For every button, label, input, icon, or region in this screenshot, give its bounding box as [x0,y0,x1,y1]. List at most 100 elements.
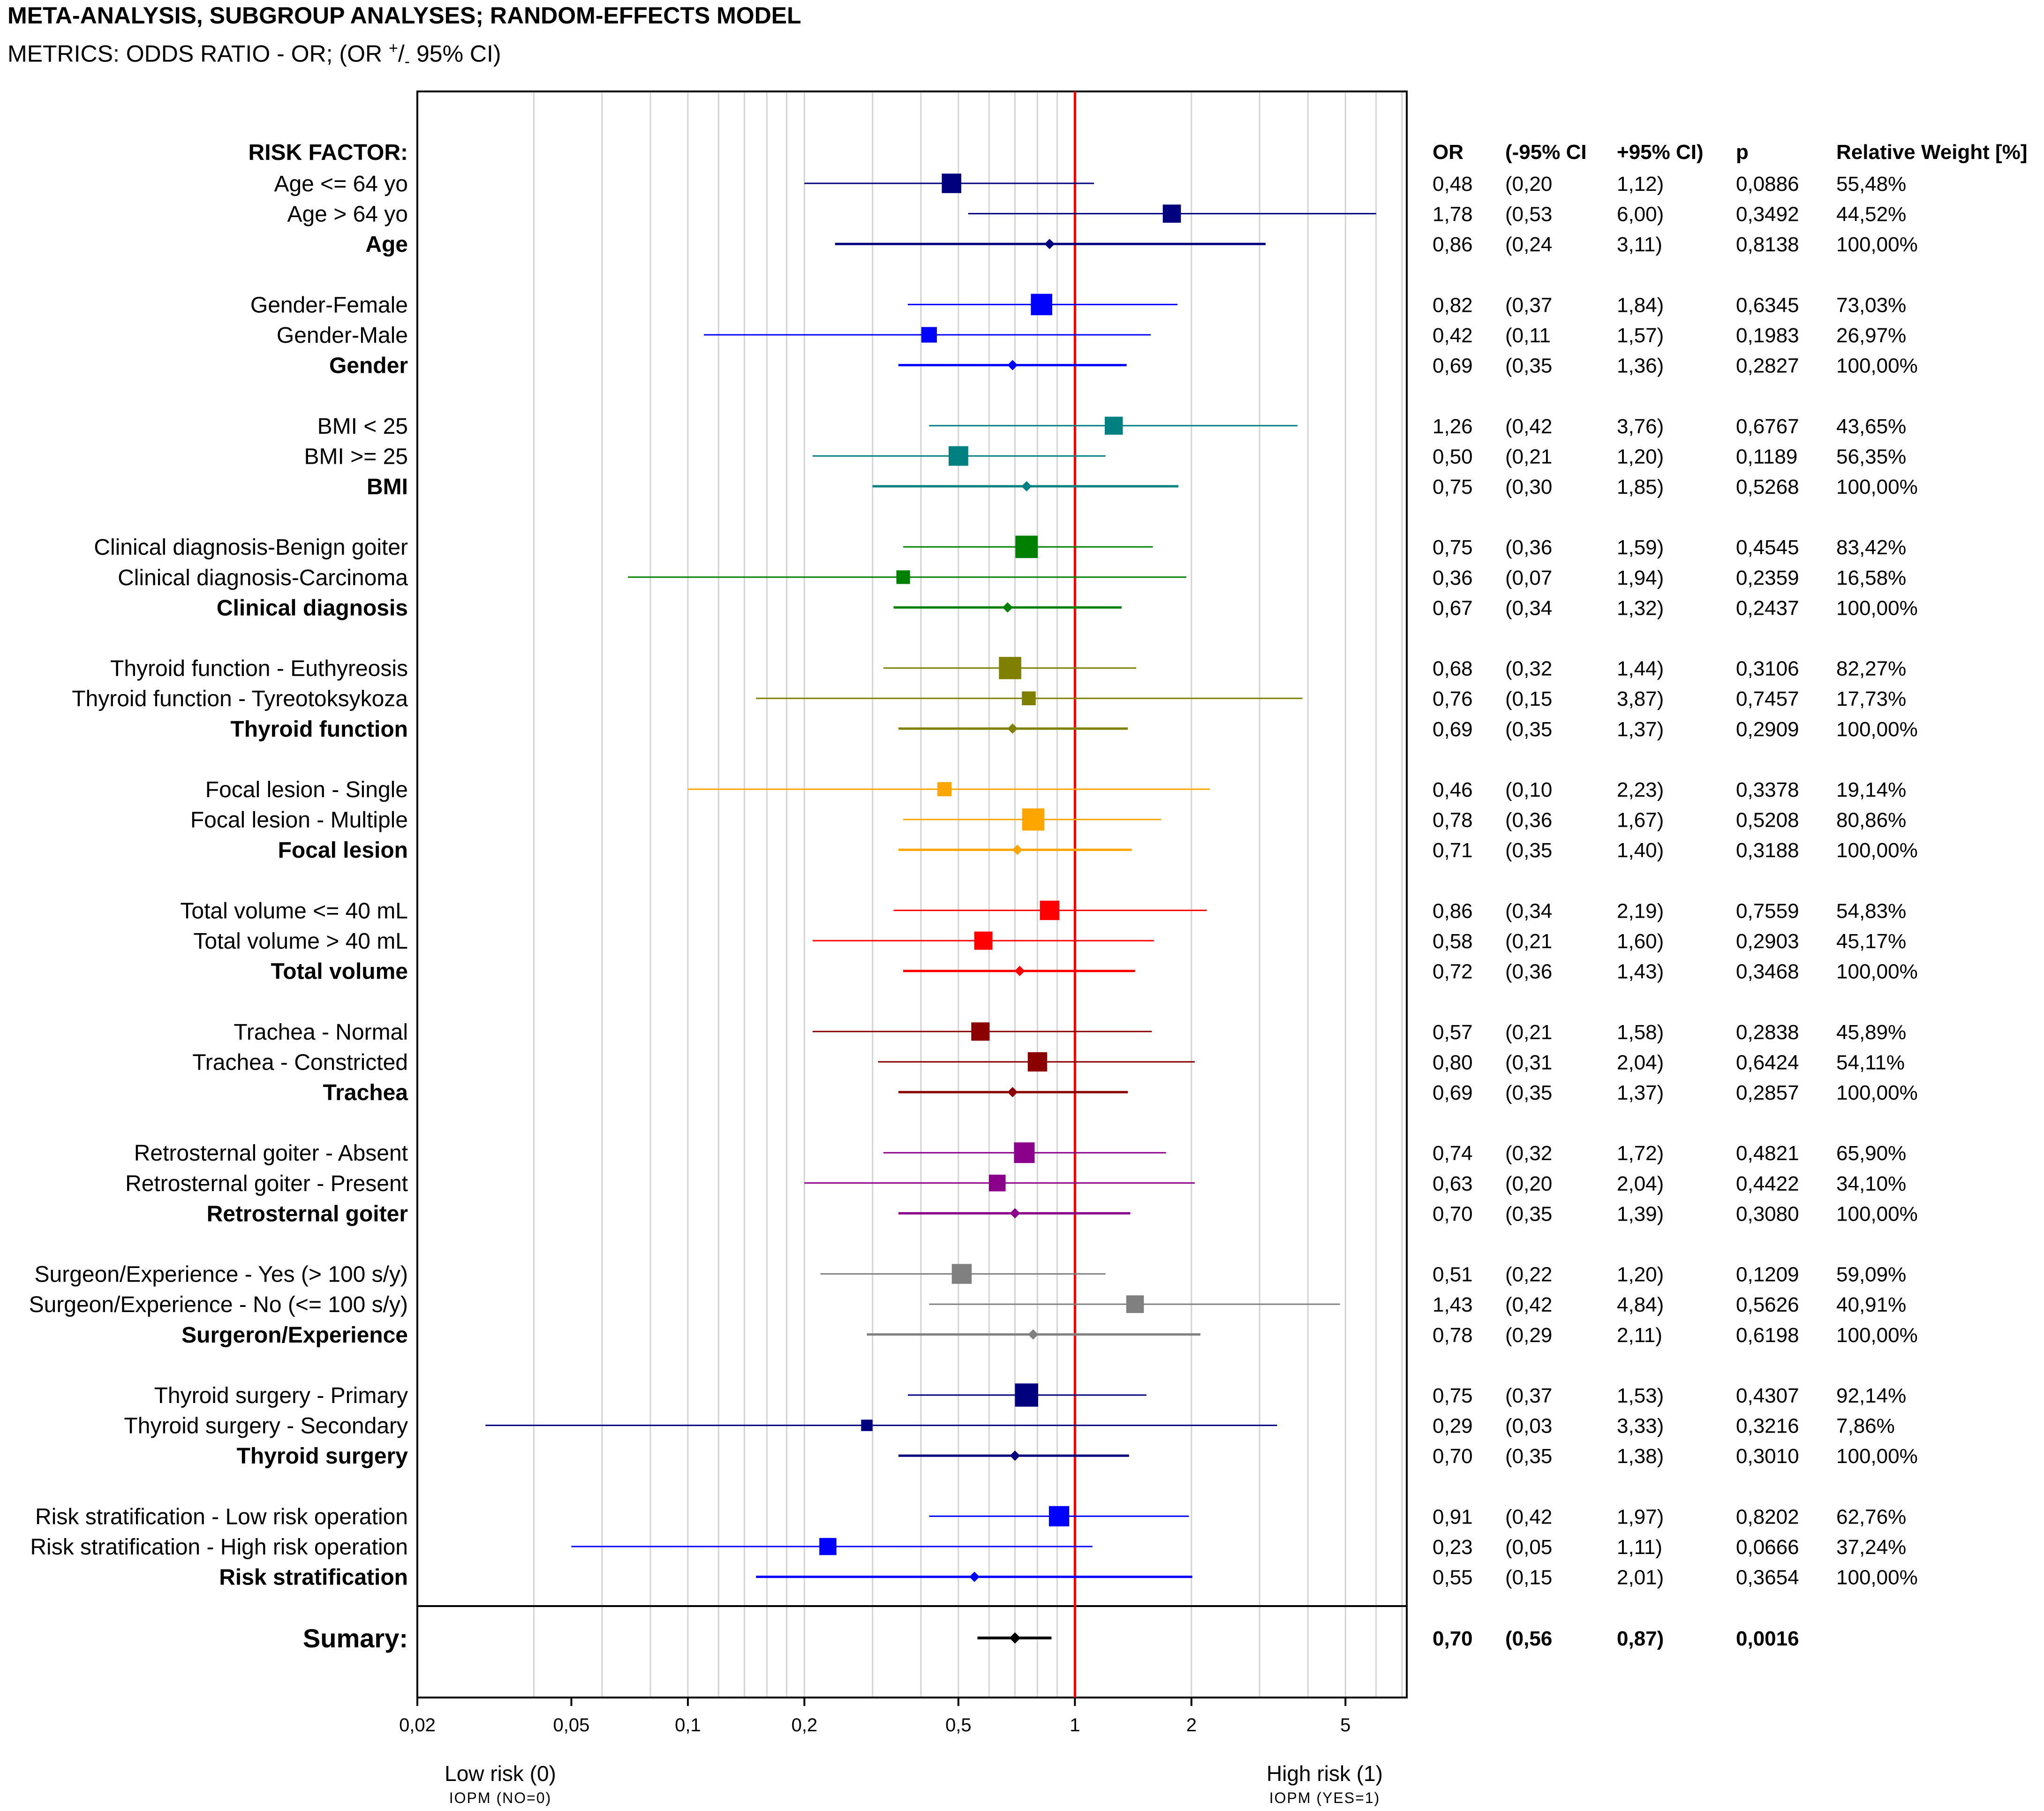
p-value: 0,6345 [1736,294,1799,317]
p-value: 0,1189 [1736,445,1797,468]
row-label: Surgeron/Experience [181,1323,408,1348]
weight-value: 100,00% [1836,475,1918,498]
or-value: 0,78 [1433,809,1473,832]
pooled-diamond [1028,1329,1039,1340]
ci-high-value: 1,40) [1617,839,1664,862]
effect-square [1027,1052,1047,1072]
low-risk-label: Low risk (0) [445,1761,556,1786]
ci-low-value: (0,53 [1505,203,1552,226]
or-value: 0,78 [1433,1324,1473,1347]
ci-high-value: 2,01) [1617,1566,1664,1589]
chart-subtitle: METRICS: ODDS RATIO - OR; (OR +/- 95% CI… [8,39,501,71]
weight-value: 100,00% [1836,718,1918,741]
ci-low-value: (0,22 [1505,1263,1552,1286]
forest-row: Retrosternal goiter - Absent 0,74 (0,32 1,7… [134,1141,1907,1166]
forest-row: Gender-Male 0,42 (0,11 1,57) 0,1983 26,97% [277,323,1906,348]
pooled-diamond [1007,1087,1018,1097]
or-value: 0,70 [1433,1445,1473,1468]
row-label: Total volume > 40 mL [193,929,408,954]
row-label: Gender-Male [277,323,408,348]
or-value: 0,91 [1433,1505,1473,1528]
weight-value: 26,97% [1836,324,1906,347]
ci-high-value: 2,11) [1617,1324,1662,1347]
p-value: 0,8138 [1736,233,1799,256]
row-label: BMI >= 25 [304,444,408,469]
or-value: 0,51 [1433,1263,1473,1286]
weight-value: 34,10% [1836,1172,1906,1195]
forest-row: Retrosternal goiter 0,70 (0,35 1,39) 0,3080 1… [207,1201,1918,1226]
ci-high-value: 1,37) [1617,1081,1664,1104]
p-value: 0,3468 [1736,960,1799,983]
effect-square [1022,808,1044,831]
low-risk-sublabel: IOPM (NO=0) [449,1789,551,1806]
weight-value: 80,86% [1836,809,1906,832]
forest-row: BMI 0,75 (0,30 1,85) 0,5268 100,00% [367,475,1918,499]
subtitle-prefix: METRICS: ODDS RATIO - OR; (OR [8,40,389,67]
pooled-diamond [1012,845,1023,855]
p-value: 0,7457 [1736,687,1799,710]
ci-low-value: (0,21 [1505,930,1552,953]
ci-high-value: 1,94) [1617,566,1664,589]
weight-value: 43,65% [1836,415,1906,438]
or-value: 0,63 [1433,1172,1473,1195]
p-value: 0,4422 [1736,1172,1799,1195]
x-tick-label: 2 [1186,1715,1197,1736]
p-value: 0,3106 [1736,657,1799,680]
ci-high-value: 1,32) [1617,596,1664,619]
row-label: BMI [367,475,408,499]
weight-value: 55,48% [1836,173,1906,196]
weight-value: 62,76% [1836,1505,1906,1528]
p-value: 0,5208 [1736,809,1799,832]
x-tick-label: 0,02 [399,1715,436,1736]
or-value: 0,46 [1433,778,1473,801]
subtitle-minus: - [404,53,410,71]
forest-row: Clinical diagnosis-Benign goiter 0,75 (0,3… [94,535,1906,560]
row-label: Trachea [323,1080,408,1105]
ci-high-value: 1,38) [1617,1445,1664,1468]
effect-square [951,1264,972,1284]
p-value: 0,3010 [1736,1445,1799,1468]
weight-value: 54,83% [1836,899,1906,922]
row-label: Age [365,232,408,257]
ci-low-value: (0,35 [1505,718,1552,741]
pooled-diamond [1007,723,1018,734]
forest-row: Risk stratification 0,55 (0,15 2,01) 0,3654 1… [219,1565,1917,1590]
column-headers: RISK FACTOR: OR (-95% CI +95% CI) p Rela… [249,140,2028,165]
or-value: 0,72 [1433,960,1473,983]
p-value: 0,6424 [1736,1051,1799,1074]
ci-low-value: (0,20 [1505,173,1552,196]
p-value: 0,3378 [1736,778,1799,801]
header-or: OR [1433,141,1463,164]
ci-high-value: 1,11) [1617,1536,1662,1559]
summary-ci-high: 0,87) [1617,1627,1664,1650]
ci-high-value: 1,97) [1617,1505,1664,1528]
weight-value: 19,14% [1836,778,1906,801]
ci-high-value: 1,20) [1617,1263,1664,1286]
row-label: Thyroid surgery - Secondary [124,1414,408,1439]
effect-square [861,1419,873,1431]
row-label: Retrosternal goiter - Absent [134,1141,408,1166]
or-value: 0,42 [1433,324,1473,347]
header-ci-low: (-95% CI [1505,141,1587,164]
p-value: 0,4821 [1736,1142,1799,1165]
effect-square [819,1538,837,1555]
ci-high-value: 3,87) [1617,687,1664,710]
weight-value: 82,27% [1836,657,1906,680]
effect-square [974,931,993,950]
header-risk-factor: RISK FACTOR: [249,140,408,165]
forest-row: Trachea - Constricted 0,80 (0,31 2,04) 0,642… [192,1050,1905,1075]
ci-low-value: (0,05 [1505,1536,1552,1559]
pooled-diamond [1007,360,1018,370]
ci-high-value: 1,72) [1617,1142,1664,1165]
ci-low-value: (0,35 [1505,355,1552,377]
effect-square [896,570,910,584]
or-value: 0,80 [1433,1051,1473,1074]
p-value: 0,3188 [1736,839,1799,862]
summary-or: 0,70 [1433,1627,1473,1650]
row-label: Thyroid function - Tyreotoksykoza [72,687,408,711]
forest-row: Clinical diagnosis 0,67 (0,34 1,32) 0,2437 10… [217,596,1918,620]
plot-frame [416,91,1408,1698]
or-value: 0,69 [1433,718,1473,741]
ci-low-value: (0,36 [1505,536,1552,559]
